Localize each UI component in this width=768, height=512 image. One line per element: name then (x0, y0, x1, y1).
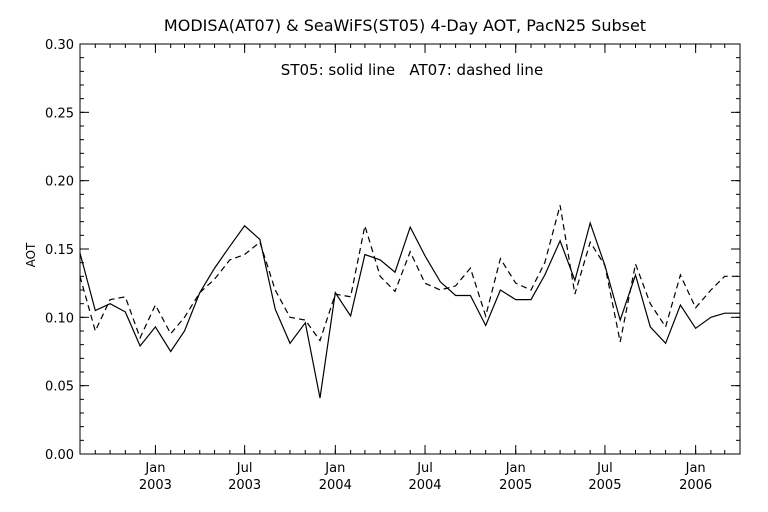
x-tick-month-label: Jan (144, 461, 165, 476)
x-tick-month-label: Jul (236, 461, 253, 476)
y-tick-label: 0.25 (45, 106, 74, 121)
x-tick-month-label: Jan (685, 461, 706, 476)
series-line-st05 (79, 220, 740, 399)
x-axis: Jan 2003 Jul 2003 Jan 2004 Jul 2004 Jan 2005 Jul 20… (79, 44, 741, 493)
x-tick-year-label: 2006 (679, 478, 712, 493)
x-tick-year-label: 2005 (499, 478, 532, 493)
x-tick-month-label: Jul (596, 461, 613, 476)
y-axis-label: AOT (24, 242, 38, 267)
x-tick-month-label: Jan (324, 461, 345, 476)
y-tick-label: 0.10 (45, 311, 74, 326)
x-tick-month-label: Jan (505, 461, 526, 476)
x-tick-year-label: 2004 (408, 478, 441, 493)
x-tick-year-label: 2004 (319, 478, 352, 493)
y-tick-label: 0.15 (45, 243, 74, 258)
y-axis: 0.00 0.05 0.10 0.15 0.20 0.25 0.30 (45, 38, 740, 463)
series-line-at07 (79, 205, 740, 343)
x-tick-year-label: 2003 (139, 478, 172, 493)
plot-area-frame (79, 43, 741, 455)
y-tick-label: 0.30 (45, 38, 74, 53)
x-tick-month-label: Jul (416, 461, 433, 476)
y-tick-label: 0.05 (45, 380, 74, 395)
chart-title: MODISA(AT07) & SeaWiFS(ST05) 4-Day AOT, … (164, 16, 646, 35)
chart-subtitle-line-key: ST05: solid line AT07: dashed line (281, 61, 543, 79)
y-tick-label: 0.20 (45, 175, 74, 190)
x-tick-year-label: 2005 (588, 478, 621, 493)
series-lines (79, 205, 740, 399)
y-tick-label: 0.00 (45, 448, 74, 463)
x-tick-year-label: 2003 (228, 478, 261, 493)
